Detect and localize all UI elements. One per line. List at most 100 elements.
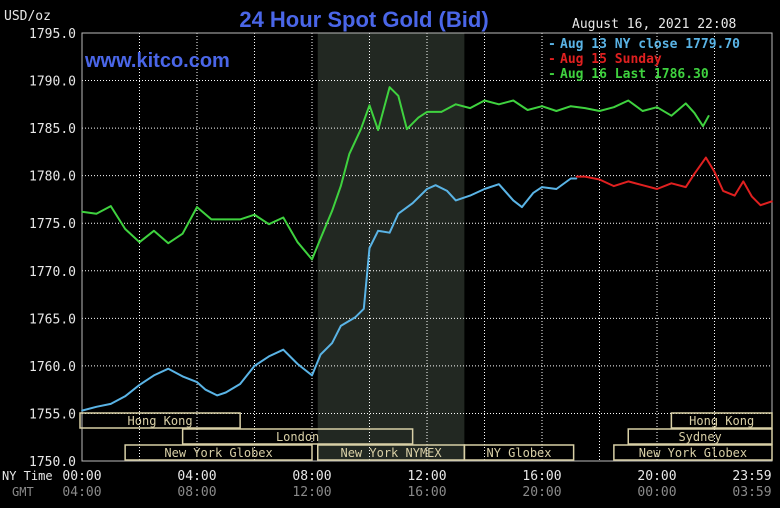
series-point xyxy=(541,186,543,188)
series-point xyxy=(684,186,687,188)
series-point xyxy=(138,241,141,244)
series-point xyxy=(417,116,420,119)
ny-time-row-label: NY Time xyxy=(2,469,53,483)
series-point xyxy=(239,383,241,385)
session-bar xyxy=(181,428,414,445)
session-label: Hong Kong xyxy=(689,414,754,428)
price-series xyxy=(81,86,773,412)
series-point xyxy=(440,111,443,113)
series-point xyxy=(541,105,543,108)
plot-frame xyxy=(81,32,773,462)
series-point xyxy=(771,200,773,203)
series-point xyxy=(167,242,170,244)
session-label: London xyxy=(276,430,319,444)
series-point xyxy=(641,184,644,186)
series-point xyxy=(693,172,696,175)
y-tick-label: 1790.0 xyxy=(29,75,76,90)
series-point xyxy=(707,114,710,117)
session-bar xyxy=(463,444,575,461)
series-point xyxy=(311,258,313,261)
series-point xyxy=(348,152,351,155)
series-point xyxy=(153,374,155,377)
series-point xyxy=(584,107,586,109)
series-point xyxy=(532,191,535,194)
series-point xyxy=(406,128,408,130)
series-line xyxy=(81,86,710,261)
ny-time-tick-label: 20:00 xyxy=(637,469,676,484)
series-point xyxy=(569,105,572,108)
gmt-tick-label: 16:00 xyxy=(407,485,446,500)
series-point xyxy=(368,104,371,107)
series-point xyxy=(434,184,437,186)
series-point xyxy=(483,99,486,102)
series-point xyxy=(388,86,391,89)
series-point xyxy=(319,353,322,356)
series-point xyxy=(498,103,500,106)
series-point xyxy=(377,230,379,232)
gmt-tick-label: 20:00 xyxy=(522,485,561,500)
series-point xyxy=(109,205,112,207)
series-line xyxy=(81,177,577,412)
series-point xyxy=(713,171,716,173)
series-point xyxy=(282,348,285,351)
series-point xyxy=(354,316,356,319)
series-point xyxy=(339,325,342,327)
y-axis-ticks: 1795.0 1790.0 1785.0 1780.0 1775.0 1770.0 1765… xyxy=(29,27,76,470)
series-point xyxy=(521,206,523,208)
series-point xyxy=(670,114,673,117)
series-point xyxy=(181,375,184,378)
series-point xyxy=(397,94,400,97)
nymex-session-band xyxy=(317,33,465,461)
series-point xyxy=(584,175,586,178)
series-point xyxy=(339,185,342,187)
legend-dash-aug13: - xyxy=(548,37,556,52)
chart-title: 24 Hour Spot Gold (Bid) xyxy=(239,7,488,32)
series-point xyxy=(613,106,615,108)
series-point xyxy=(733,194,736,197)
y-tick-label: 1750.0 xyxy=(29,455,76,470)
session-bar xyxy=(79,412,241,429)
series-point xyxy=(397,212,400,215)
series-point xyxy=(196,381,198,383)
series-point xyxy=(569,177,572,180)
series-point xyxy=(296,241,299,244)
series-point xyxy=(331,210,333,212)
series-line xyxy=(576,156,773,207)
series-point xyxy=(95,212,98,215)
series-point xyxy=(598,178,601,181)
series-point xyxy=(296,363,299,365)
series-point xyxy=(253,365,256,367)
y-tick-label: 1795.0 xyxy=(29,27,76,42)
series-point xyxy=(411,202,414,205)
series-point xyxy=(124,228,126,230)
gmt-tick-label: 00:00 xyxy=(637,485,676,500)
y-tick-label: 1780.0 xyxy=(29,170,76,185)
legend-item-aug13: Aug 13 NY close 1779.70 xyxy=(560,37,740,52)
series-point xyxy=(684,102,687,105)
website-watermark: www.kitco.com xyxy=(84,50,230,72)
series-point xyxy=(759,204,762,206)
session-bar xyxy=(124,444,313,461)
series-point xyxy=(641,110,644,112)
series-point xyxy=(454,199,457,202)
series-point xyxy=(446,190,448,192)
series-point xyxy=(138,384,141,386)
series-point xyxy=(454,103,457,106)
gmt-tick-label: 03:59 xyxy=(732,485,771,500)
series-point xyxy=(268,223,270,225)
gmt-tick-label: 12:00 xyxy=(292,485,331,500)
session-label: New York Globex xyxy=(639,446,747,460)
series-point xyxy=(210,218,213,221)
series-point xyxy=(362,308,365,310)
timestamp: August 16, 2021 22:08 xyxy=(572,17,736,32)
series-point xyxy=(526,109,529,111)
legend-dash-aug16: - xyxy=(548,67,556,82)
series-point xyxy=(656,188,658,190)
ny-time-tick-label: 04:00 xyxy=(177,469,216,484)
series-point xyxy=(670,182,673,185)
legend-dash-aug15: - xyxy=(548,52,556,67)
y-tick-label: 1765.0 xyxy=(29,312,76,327)
y-axis-unit: USD/oz xyxy=(4,9,51,24)
ny-time-tick-label: 00:00 xyxy=(62,469,101,484)
series-point xyxy=(224,218,227,221)
